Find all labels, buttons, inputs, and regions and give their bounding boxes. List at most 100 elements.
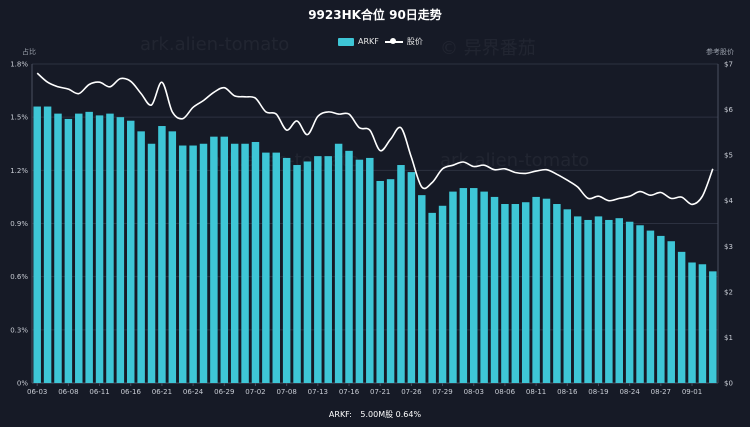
bar	[511, 204, 520, 383]
x-tick-label: 08-27	[651, 388, 671, 396]
right-tick-label: $6	[724, 106, 733, 114]
bar	[573, 216, 582, 383]
bar	[147, 143, 156, 383]
legend-label-line: 股价	[406, 37, 423, 46]
bar	[178, 145, 187, 383]
bar	[116, 117, 125, 384]
legend-item-bar[interactable]: ARKF	[338, 37, 379, 46]
bar	[646, 230, 655, 383]
x-tick-label: 08-06	[495, 388, 516, 396]
x-tick-label: 08-19	[588, 388, 608, 396]
bar	[303, 161, 312, 383]
x-tick-label: 07-16	[339, 388, 360, 396]
left-tick-label: 1.2%	[10, 167, 28, 175]
price-line	[36, 72, 714, 206]
left-axis-name: 占比	[22, 48, 36, 56]
bar	[407, 172, 416, 383]
footer-value: 5.00M股 0.64%	[360, 410, 422, 419]
watermark-text: © 异界番茄	[440, 38, 536, 59]
bar	[584, 219, 592, 383]
bar	[251, 141, 260, 383]
bar	[563, 209, 572, 383]
right-tick-label: $5	[724, 152, 733, 160]
left-tick-label: 0.9%	[10, 220, 28, 228]
bar	[594, 216, 603, 383]
bar	[366, 157, 374, 383]
bar	[386, 179, 395, 383]
bar	[636, 225, 644, 383]
bar	[220, 136, 229, 383]
right-tick-label: $1	[724, 334, 733, 342]
bar	[314, 156, 322, 383]
x-tick-label: 07-08	[276, 388, 296, 396]
bar	[334, 143, 343, 383]
x-tick-label: 06-08	[58, 388, 78, 396]
bar	[625, 221, 634, 383]
footer-label: ARKF:	[328, 410, 352, 419]
bar	[95, 115, 104, 384]
left-tick-label: 1.5%	[10, 114, 28, 122]
bar	[282, 157, 291, 383]
bar	[85, 111, 93, 383]
bar	[75, 113, 83, 383]
right-tick-label: $7	[724, 61, 733, 69]
bar-swatch-icon	[338, 37, 354, 46]
bar	[470, 188, 478, 383]
bar	[168, 131, 177, 383]
x-tick-label: 07-02	[245, 388, 265, 396]
bar	[272, 152, 280, 383]
x-tick-label: 07-13	[308, 388, 328, 396]
bar	[158, 126, 166, 384]
bar	[230, 143, 239, 383]
bar	[698, 264, 707, 383]
bar	[657, 235, 665, 383]
x-tick-label: 08-11	[526, 388, 546, 396]
right-tick-label: $4	[724, 197, 733, 205]
bar	[355, 159, 364, 383]
bar	[605, 219, 613, 383]
bar	[345, 150, 353, 383]
bar	[501, 204, 509, 383]
left-tick-label: 0.3%	[10, 326, 28, 334]
left-tick-label: 1.8%	[10, 61, 28, 69]
x-tick-label: 07-26	[401, 388, 422, 396]
bar	[480, 191, 488, 383]
bar	[137, 131, 145, 383]
bar	[210, 136, 218, 383]
bar	[490, 196, 499, 383]
right-tick-label: $3	[724, 243, 733, 251]
bar	[418, 195, 426, 383]
x-tick-label: 08-03	[464, 388, 484, 396]
bar	[54, 113, 62, 383]
left-tick-label: 0%	[17, 380, 28, 388]
bar	[677, 251, 686, 383]
bar	[709, 271, 717, 383]
bar	[553, 204, 561, 383]
bar	[43, 106, 52, 384]
legend-label-bar: ARKF	[358, 37, 379, 46]
bar	[449, 191, 457, 383]
bar	[199, 143, 208, 383]
bar	[262, 152, 270, 383]
bar	[459, 188, 468, 383]
line-swatch-icon	[384, 38, 403, 46]
x-tick-label: 09-01	[682, 388, 702, 396]
x-tick-label: 08-24	[619, 388, 640, 396]
bar	[106, 113, 114, 383]
legend-item-line[interactable]: 股价	[384, 36, 423, 47]
x-tick-label: 06-03	[27, 388, 47, 396]
watermark-text: ark.alien-tomato	[140, 34, 290, 55]
left-tick-label: 0.6%	[10, 273, 28, 281]
bar	[667, 241, 675, 383]
bar	[33, 106, 41, 384]
footer-status: ARKF: 5.00M股 0.64%	[0, 409, 750, 420]
x-tick-label: 06-21	[152, 388, 172, 396]
x-tick-label: 07-29	[432, 388, 452, 396]
x-tick-label: 06-16	[121, 388, 142, 396]
bar	[293, 165, 301, 383]
right-tick-label: $2	[724, 288, 733, 296]
bar	[542, 198, 551, 383]
bar	[428, 212, 436, 383]
right-tick-label: $0	[724, 380, 733, 388]
